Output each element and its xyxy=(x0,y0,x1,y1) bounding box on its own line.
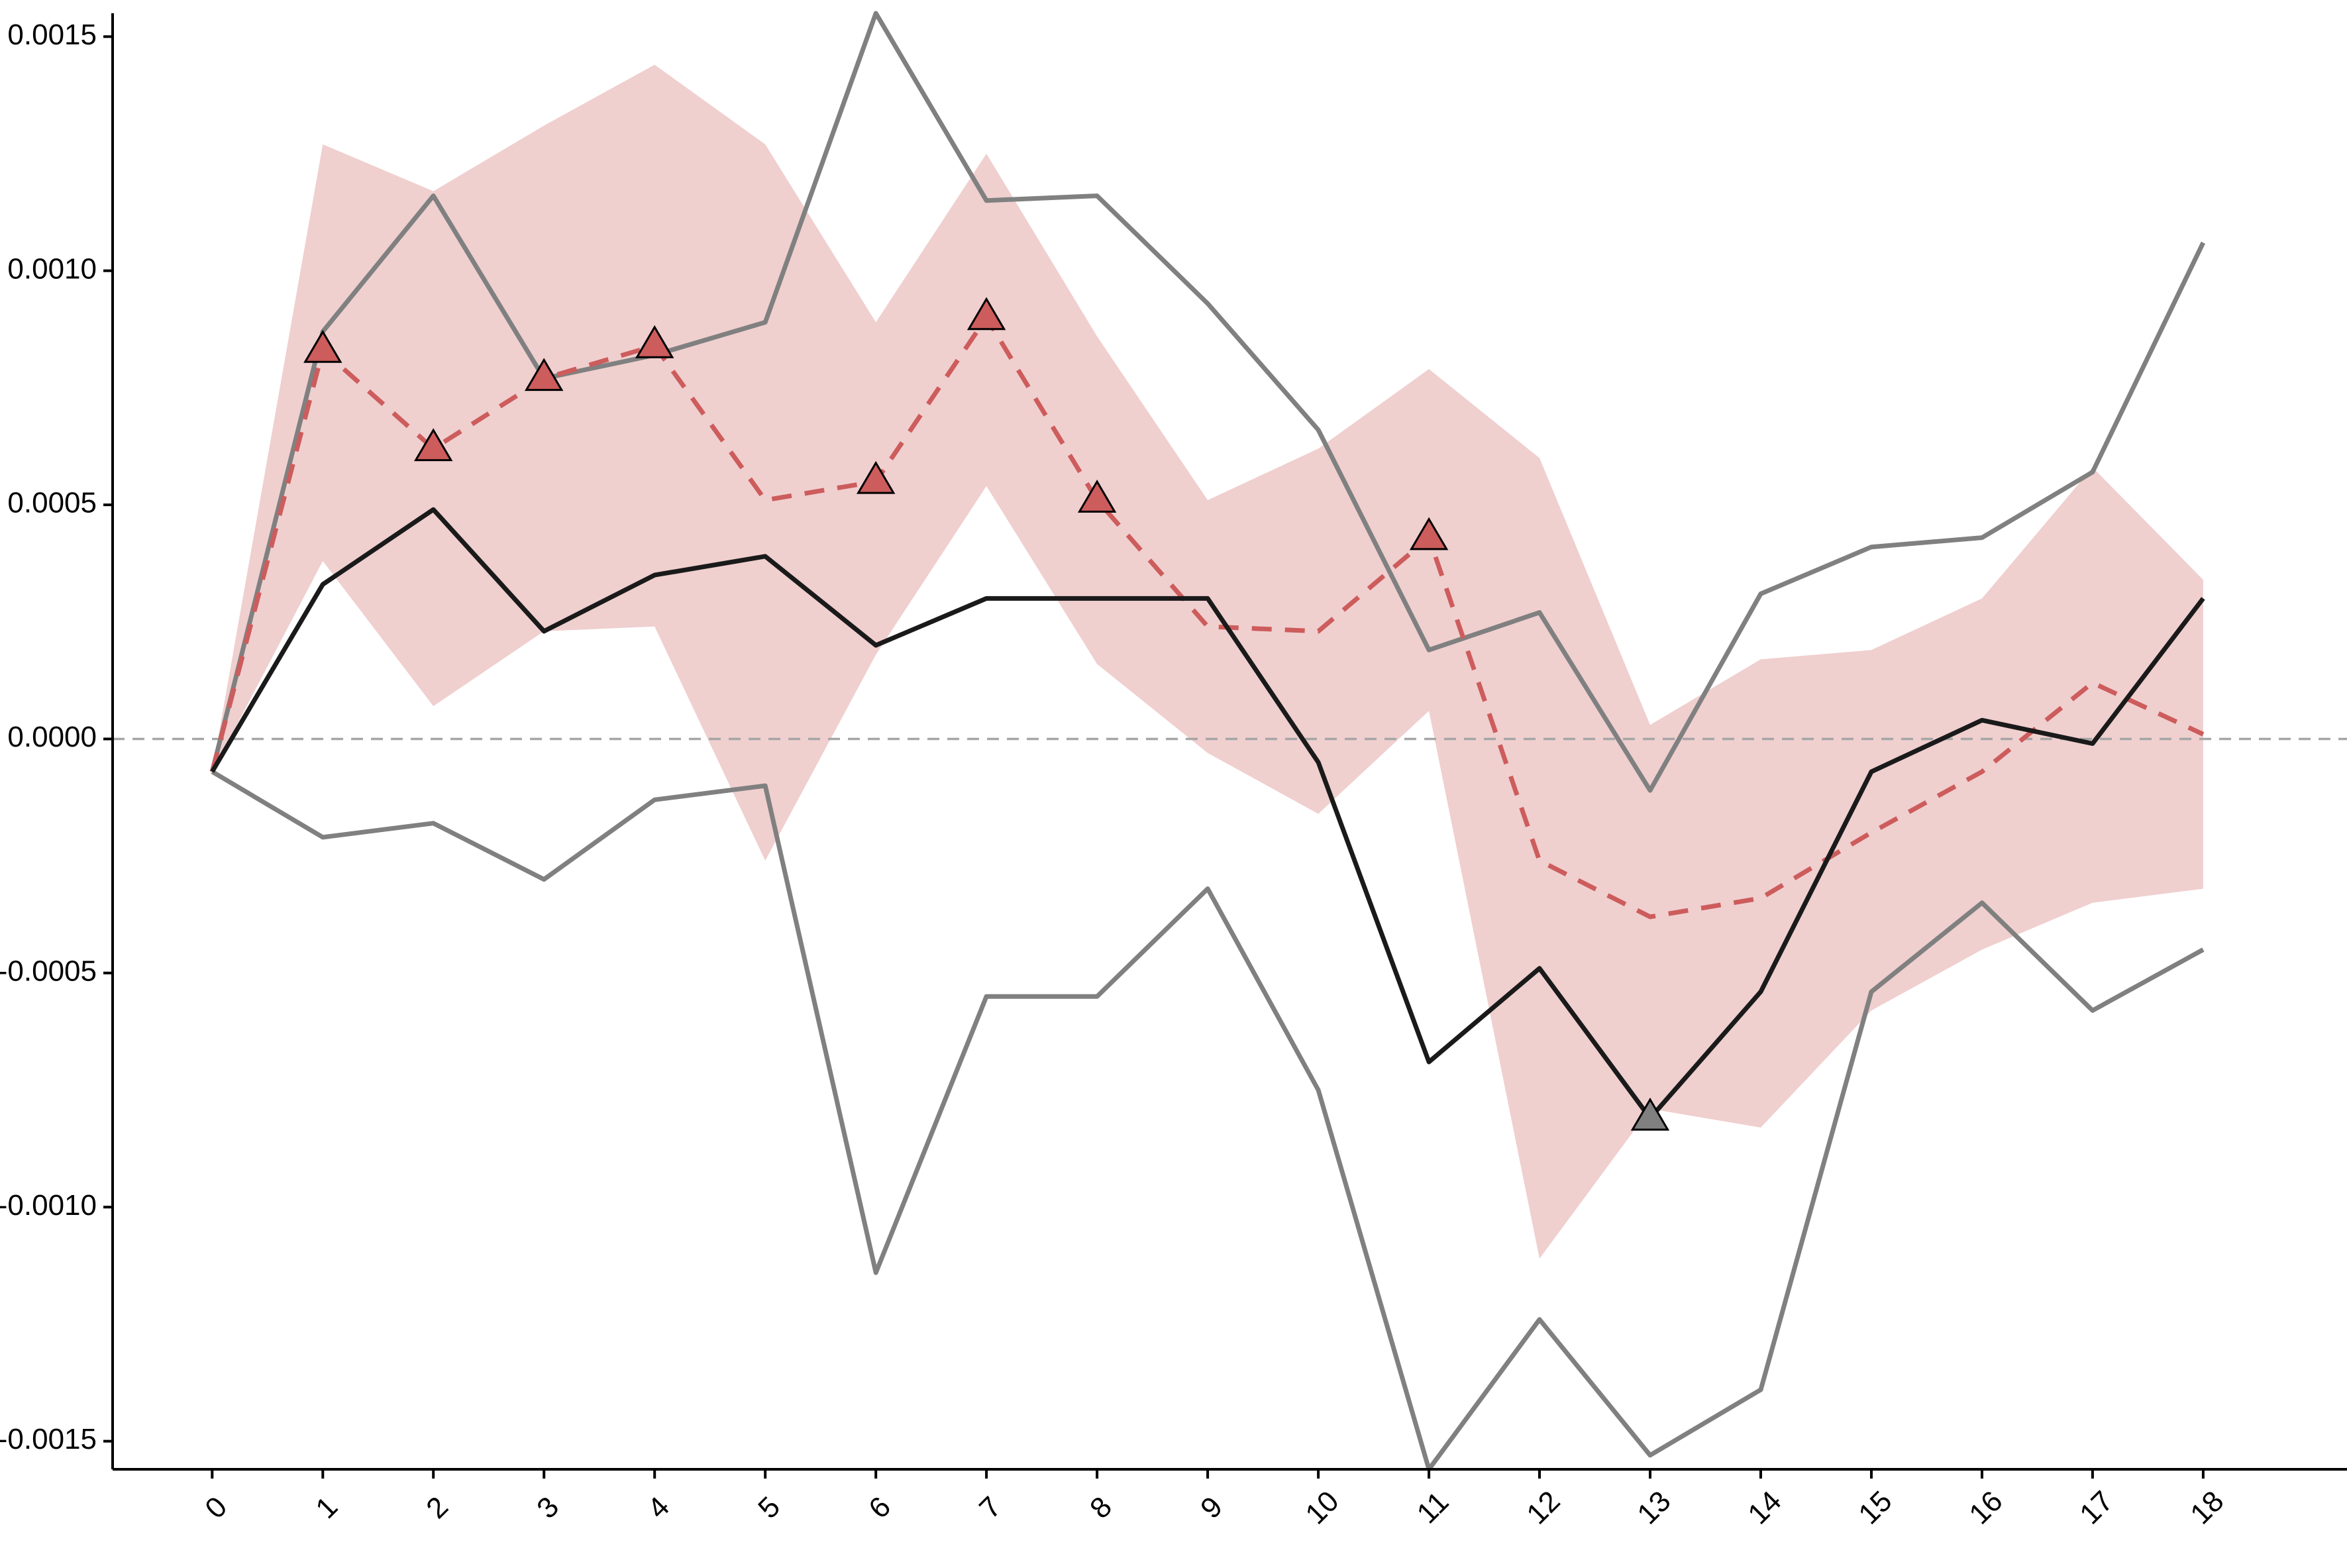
series-0-marker-6 xyxy=(856,460,896,494)
x-tick-label-18: 18 xyxy=(2184,1485,2230,1530)
x-tick-label-16: 16 xyxy=(1963,1485,2008,1530)
series-0-marker-4 xyxy=(635,325,674,358)
x-tick-label-4: 4 xyxy=(641,1490,676,1525)
series-1-marker-13 xyxy=(1630,1097,1670,1131)
y-tick-label-2: -0.0005 xyxy=(0,955,97,987)
x-tick-label-10: 10 xyxy=(1299,1485,1345,1530)
series-0-marker-2 xyxy=(413,428,453,462)
series-0-marker-11 xyxy=(1409,517,1449,550)
y-tick-label-3: 0.0000 xyxy=(7,721,97,753)
x-tick-label-13: 13 xyxy=(1631,1485,1677,1530)
y-tick-label-0: -0.0015 xyxy=(0,1423,97,1455)
x-tick-label-5: 5 xyxy=(752,1490,786,1525)
x-tick-label-0: 0 xyxy=(199,1490,233,1525)
x-tick-label-17: 17 xyxy=(2073,1485,2119,1530)
x-tick-label-14: 14 xyxy=(1742,1485,1787,1530)
x-tick-label-9: 9 xyxy=(1194,1490,1229,1525)
series-3-line xyxy=(211,769,2205,1472)
series-0-confidence-band xyxy=(212,64,2203,1259)
x-tick-label-7: 7 xyxy=(973,1490,1008,1525)
x-tick-label-6: 6 xyxy=(862,1490,897,1525)
x-tick-label-3: 3 xyxy=(531,1490,565,1525)
x-tick-label-15: 15 xyxy=(1852,1485,1898,1530)
x-tick-label-2: 2 xyxy=(420,1490,454,1525)
x-tick-label-11: 11 xyxy=(1411,1485,1455,1530)
x-tick-label-8: 8 xyxy=(1084,1490,1118,1525)
markers-layer xyxy=(303,297,1670,1131)
y-tick-label-6: 0.0015 xyxy=(7,19,97,51)
series-1-line xyxy=(210,507,2205,1121)
y-tick-label-5: 0.0010 xyxy=(7,252,97,285)
confidence-band-layer xyxy=(212,64,2203,1259)
x-tick-label-1: 1 xyxy=(309,1490,344,1525)
series-0-marker-3 xyxy=(524,358,564,392)
series-0-marker-1 xyxy=(303,329,342,363)
x-tick-label-12: 12 xyxy=(1520,1485,1566,1530)
y-tick-label-4: 0.0005 xyxy=(7,487,97,519)
series-0-marker-7 xyxy=(966,297,1006,331)
series-0-marker-8 xyxy=(1077,480,1117,513)
y-tick-label-1: -0.0010 xyxy=(0,1189,97,1222)
